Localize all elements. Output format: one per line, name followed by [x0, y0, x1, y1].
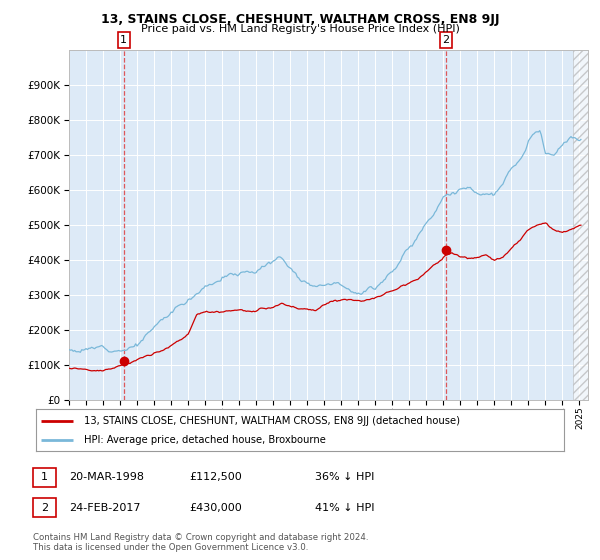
Text: 36% ↓ HPI: 36% ↓ HPI: [315, 472, 374, 482]
Bar: [572, 50, 588, 400]
Text: 41% ↓ HPI: 41% ↓ HPI: [315, 503, 374, 513]
Text: 2: 2: [442, 35, 449, 45]
Text: 1: 1: [120, 35, 127, 45]
Text: 2: 2: [41, 503, 48, 513]
Text: 24-FEB-2017: 24-FEB-2017: [69, 503, 140, 513]
Text: 1: 1: [41, 472, 48, 482]
Text: Contains HM Land Registry data © Crown copyright and database right 2024.: Contains HM Land Registry data © Crown c…: [33, 533, 368, 542]
Text: HPI: Average price, detached house, Broxbourne: HPI: Average price, detached house, Brox…: [83, 435, 325, 445]
Text: £430,000: £430,000: [189, 503, 242, 513]
Text: 13, STAINS CLOSE, CHESHUNT, WALTHAM CROSS, EN8 9JJ (detached house): 13, STAINS CLOSE, CHESHUNT, WALTHAM CROS…: [83, 416, 460, 426]
Text: This data is licensed under the Open Government Licence v3.0.: This data is licensed under the Open Gov…: [33, 543, 308, 552]
Text: Price paid vs. HM Land Registry's House Price Index (HPI): Price paid vs. HM Land Registry's House …: [140, 24, 460, 34]
Text: 13, STAINS CLOSE, CHESHUNT, WALTHAM CROSS, EN8 9JJ: 13, STAINS CLOSE, CHESHUNT, WALTHAM CROS…: [101, 13, 499, 26]
Text: 20-MAR-1998: 20-MAR-1998: [69, 472, 144, 482]
Text: £112,500: £112,500: [189, 472, 242, 482]
